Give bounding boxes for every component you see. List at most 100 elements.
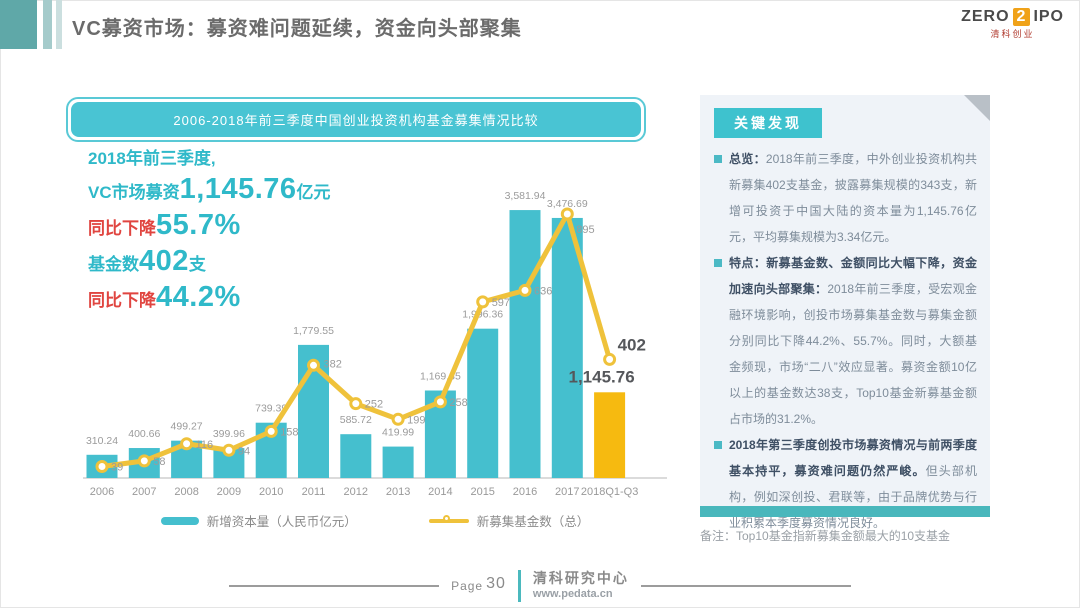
bar-value-label: 1,779.55	[293, 325, 334, 337]
page-number: 30	[486, 575, 506, 592]
bar-value-label: 585.72	[340, 414, 372, 426]
x-tick-label: 2014	[428, 486, 452, 498]
bar-value-label: 419.99	[382, 427, 414, 439]
x-tick-label: 2009	[217, 486, 241, 498]
page-title: VC募资市场：募资难问题延续，资金向头部聚集	[72, 18, 522, 40]
line-value-label: 258	[449, 397, 467, 409]
line-point-2016	[518, 283, 532, 297]
line-point-2006	[95, 459, 109, 473]
stats-block: 2018年前三季度, VC市场募资1,145.76亿元 同比下降55.7% 基金…	[88, 150, 331, 319]
logo-subtitle: 清科创业	[990, 29, 1035, 39]
footer: Page 30 清科研究中心 www.pedata.cn	[0, 570, 1080, 602]
footer-divider	[517, 570, 521, 602]
logo-two-badge: 2	[1012, 8, 1031, 26]
legend-item-bars: 新增资本量（人民币亿元）	[160, 511, 357, 530]
line-point-2009	[222, 443, 236, 457]
x-tick-label: 2017	[555, 486, 579, 498]
finding-item-overview: 总览：2018年前三季度，中外创业投资机构共新募集402支基金，披露募集规模的3…	[714, 146, 977, 250]
bar-value-label: 310.24	[86, 435, 118, 447]
x-tick-label: 2012	[344, 486, 368, 498]
bar-legend-label: 新增资本量（人民币亿元）	[206, 515, 357, 529]
corner-accent-stripe-thin	[56, 0, 62, 49]
bar-value-label: 3,476.69	[547, 198, 588, 210]
bar-value-label: 3,581.94	[505, 190, 546, 202]
combo-chart: 310.24 2006 400.66 2007 499.27 2008 399.96 2009…	[83, 190, 667, 498]
line-point-2010	[264, 424, 278, 438]
x-tick-label: 2015	[470, 486, 494, 498]
line-value-label: 252	[365, 399, 383, 411]
x-tick-label: 2018Q1-Q3	[581, 486, 638, 498]
stats-amount-yoy-value: 55.7%	[156, 209, 241, 241]
bar-value-label: 499.27	[171, 421, 203, 433]
line-value-label: 158	[280, 426, 298, 438]
panel-bottom-accent	[700, 506, 990, 517]
corner-accent-square	[0, 0, 37, 49]
line-point-2015	[476, 295, 490, 309]
footnote: 备注：Top10基金指新募集金额最大的10支基金	[700, 529, 951, 543]
line-point-2008	[180, 437, 194, 451]
stats-line-amount-yoy: 同比下降55.7%	[88, 209, 241, 241]
bar-2012	[340, 434, 372, 478]
bar-2016	[509, 210, 541, 478]
bar-2013	[382, 446, 414, 478]
corner-accent-stripe	[43, 0, 52, 49]
x-tick-label: 2007	[132, 486, 156, 498]
org-site: www.pedata.cn	[532, 587, 613, 600]
key-findings-badge: 关键发现	[714, 108, 822, 138]
line-value-label: 382	[324, 358, 342, 370]
chart-legend: 新增资本量（人民币亿元） 新募集基金数（总）	[75, 511, 675, 530]
stats-line-period: 2018年前三季度,	[88, 149, 216, 168]
key-findings-list: 总览：2018年前三季度，中外创业投资机构共新募集402支基金，披露募集规模的3…	[714, 146, 977, 536]
finding-item-q3: 2018年第三季度创投市场募资情况与前两季度基本持平，募资难问题仍然严峻。但头部…	[714, 432, 977, 536]
footer-rule-right	[640, 585, 851, 587]
bar-2015	[467, 328, 499, 478]
stats-line-count-yoy: 同比下降44.2%	[88, 281, 241, 313]
line-point-2007	[137, 454, 151, 468]
page-indicator: Page 30	[451, 575, 506, 593]
chart-title-text: 2006-2018年前三季度中国创业投资机构基金募集情况比较	[71, 102, 641, 137]
x-tick-label: 2013	[386, 486, 410, 498]
line-legend-label: 新募集基金数（总）	[476, 515, 590, 529]
line-value-label: 94	[238, 445, 250, 457]
x-tick-label: 2016	[513, 486, 537, 498]
line-point-2014	[433, 395, 447, 409]
line-point-2012	[349, 397, 363, 411]
line-value-label: 116	[196, 439, 214, 451]
line-value-label: 597	[492, 297, 510, 309]
line-point-2011	[307, 358, 320, 372]
stats-line-amount: VC市场募资1,145.76亿元	[88, 173, 331, 205]
x-tick-label: 2011	[302, 486, 326, 498]
bar-value-label: 1,145.76	[569, 367, 635, 386]
line-legend-dot	[442, 514, 450, 522]
zero2ipo-logo: ZERO 2 IPO 清科创业	[961, 8, 1064, 40]
stats-count-yoy-value: 44.2%	[156, 281, 241, 313]
stats-line-count: 基金数402支	[88, 245, 206, 277]
logo-ipo: IPO	[1033, 8, 1064, 25]
bar-2018Q1-Q3	[594, 392, 626, 478]
line-value-label: 895	[576, 224, 594, 236]
bar-value-label: 400.66	[128, 428, 160, 440]
line-value-label: 636	[534, 285, 552, 297]
logo-zero: ZERO	[961, 8, 1010, 25]
line-point-2018Q1-Q3	[603, 352, 617, 366]
bar-value-label: 739.39	[255, 403, 287, 415]
stats-amount-value: 1,145.76	[179, 173, 297, 205]
footer-org-block: 清科研究中心 www.pedata.cn	[533, 570, 629, 601]
x-tick-label: 2010	[259, 486, 283, 498]
org-name: 清科研究中心	[532, 570, 629, 587]
bar-value-label: 399.96	[213, 428, 245, 440]
chart-title-banner: 2006-2018年前三季度中国创业投资机构基金募集情况比较	[66, 97, 646, 142]
stats-count-value: 402	[139, 245, 189, 277]
logo-wordmark: ZERO 2 IPO	[961, 8, 1064, 26]
folded-corner-icon	[964, 95, 990, 121]
finding-item-features: 特点：新募基金数、金额同比大幅下降，资金加速向头部聚集：2018年前三季度，受宏…	[714, 250, 977, 432]
line-value-label: 58	[153, 456, 165, 468]
bar-legend-swatch	[160, 516, 199, 525]
bar-value-label: 1,996.36	[462, 309, 503, 321]
line-value-label: 199	[407, 414, 425, 426]
bar-2017	[551, 217, 583, 478]
line-value-label: 402	[618, 335, 646, 354]
key-findings-panel: 关键发现 总览：2018年前三季度，中外创业投资机构共新募集402支基金，披露募…	[700, 95, 990, 530]
x-tick-label: 2008	[174, 486, 198, 498]
